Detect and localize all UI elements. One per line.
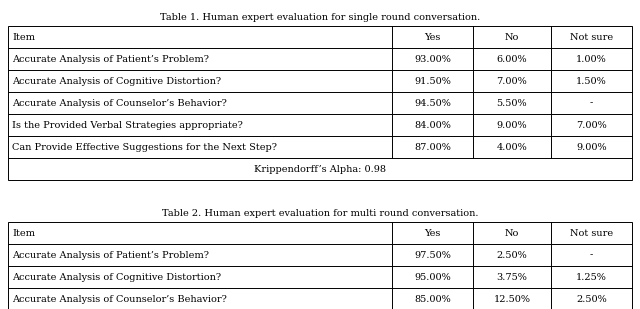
- Text: 4.00%: 4.00%: [497, 142, 527, 151]
- Text: 9.00%: 9.00%: [497, 121, 527, 129]
- Text: 9.00%: 9.00%: [576, 142, 607, 151]
- Text: Table 2. Human expert evaluation for multi round conversation.: Table 2. Human expert evaluation for mul…: [162, 209, 478, 218]
- Text: Yes: Yes: [424, 32, 440, 41]
- Text: Yes: Yes: [424, 228, 440, 238]
- Text: 1.00%: 1.00%: [576, 54, 607, 64]
- Text: Accurate Analysis of Counselor’s Behavior?: Accurate Analysis of Counselor’s Behavio…: [12, 294, 227, 303]
- Text: 5.50%: 5.50%: [497, 99, 527, 108]
- Text: 1.50%: 1.50%: [576, 77, 607, 86]
- Text: Table 1. Human expert evaluation for single round conversation.: Table 1. Human expert evaluation for sin…: [160, 13, 480, 22]
- Text: Item: Item: [12, 32, 35, 41]
- Bar: [8, 222, 632, 309]
- Text: Accurate Analysis of Cognitive Distortion?: Accurate Analysis of Cognitive Distortio…: [12, 273, 221, 281]
- Bar: [8, 26, 632, 180]
- Text: 91.50%: 91.50%: [414, 77, 451, 86]
- Text: 6.00%: 6.00%: [497, 54, 527, 64]
- Text: 7.00%: 7.00%: [576, 121, 607, 129]
- Text: 95.00%: 95.00%: [414, 273, 451, 281]
- Text: 94.50%: 94.50%: [414, 99, 451, 108]
- Text: Accurate Analysis of Cognitive Distortion?: Accurate Analysis of Cognitive Distortio…: [12, 77, 221, 86]
- Text: 93.00%: 93.00%: [414, 54, 451, 64]
- Text: 2.50%: 2.50%: [497, 251, 527, 260]
- Text: -: -: [590, 99, 593, 108]
- Text: Is the Provided Verbal Strategies appropriate?: Is the Provided Verbal Strategies approp…: [12, 121, 243, 129]
- Text: Item: Item: [12, 228, 35, 238]
- Text: -: -: [590, 251, 593, 260]
- Text: Accurate Analysis of Patient’s Problem?: Accurate Analysis of Patient’s Problem?: [12, 54, 209, 64]
- Text: 97.50%: 97.50%: [414, 251, 451, 260]
- Text: 1.25%: 1.25%: [576, 273, 607, 281]
- Text: 85.00%: 85.00%: [414, 294, 451, 303]
- Text: Accurate Analysis of Patient’s Problem?: Accurate Analysis of Patient’s Problem?: [12, 251, 209, 260]
- Text: No: No: [505, 32, 519, 41]
- Text: Not sure: Not sure: [570, 228, 613, 238]
- Text: 12.50%: 12.50%: [493, 294, 531, 303]
- Text: 7.00%: 7.00%: [497, 77, 527, 86]
- Text: 2.50%: 2.50%: [576, 294, 607, 303]
- Text: Krippendorff’s Alpha: 0.98: Krippendorff’s Alpha: 0.98: [254, 164, 386, 173]
- Text: 84.00%: 84.00%: [414, 121, 451, 129]
- Text: Can Provide Effective Suggestions for the Next Step?: Can Provide Effective Suggestions for th…: [12, 142, 277, 151]
- Text: 3.75%: 3.75%: [497, 273, 527, 281]
- Text: No: No: [505, 228, 519, 238]
- Text: Not sure: Not sure: [570, 32, 613, 41]
- Text: 87.00%: 87.00%: [414, 142, 451, 151]
- Text: Accurate Analysis of Counselor’s Behavior?: Accurate Analysis of Counselor’s Behavio…: [12, 99, 227, 108]
